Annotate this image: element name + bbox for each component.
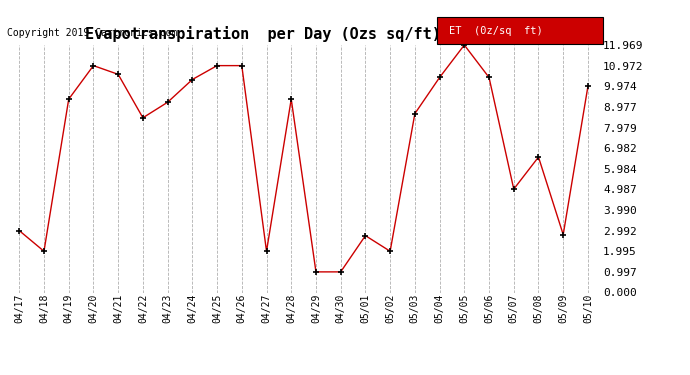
- Text: Copyright 2019 Cartronics.com: Copyright 2019 Cartronics.com: [7, 28, 177, 38]
- Text: ET  (0z/sq  ft): ET (0z/sq ft): [449, 26, 543, 36]
- Title: Evapotranspiration  per Day (Ozs sq/ft) 20190511: Evapotranspiration per Day (Ozs sq/ft) 2…: [85, 27, 522, 42]
- FancyBboxPatch shape: [437, 16, 603, 44]
